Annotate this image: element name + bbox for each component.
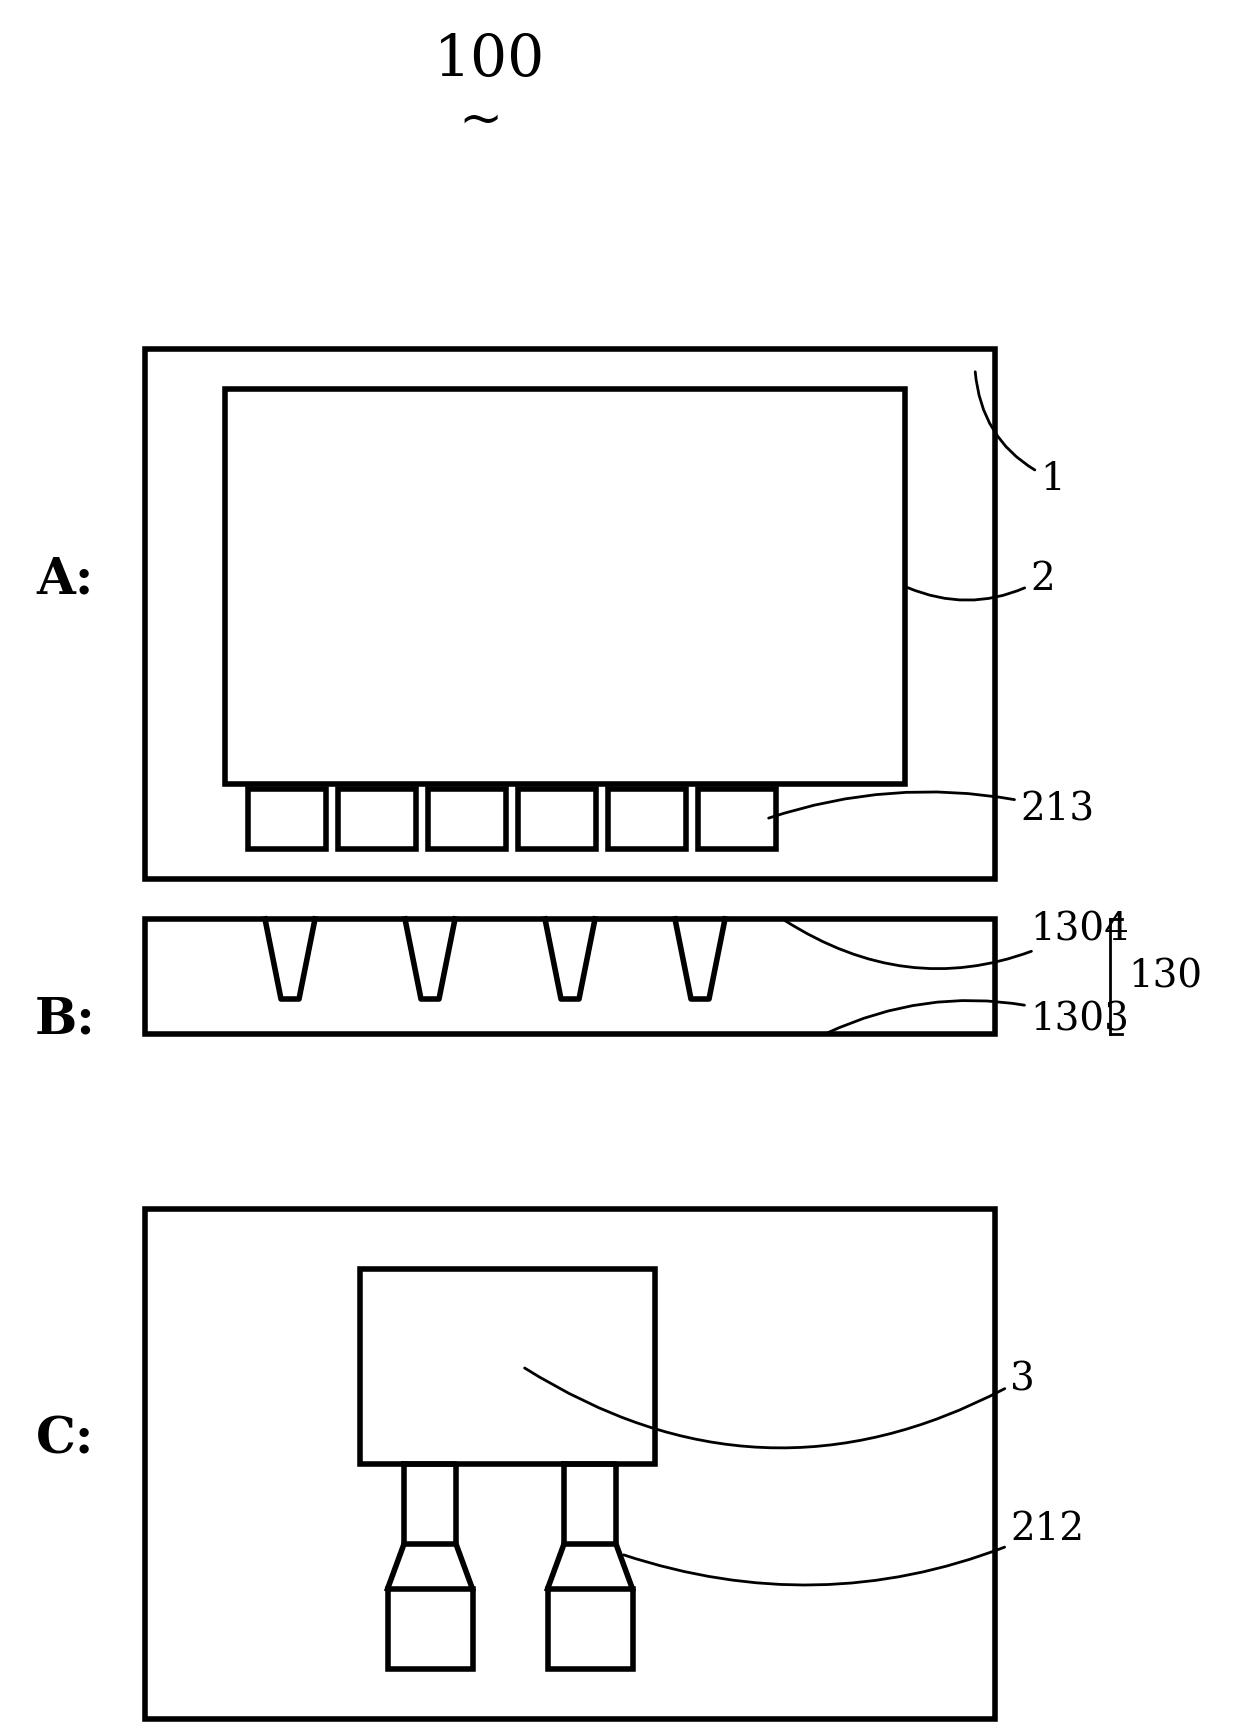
Text: A:: A: xyxy=(36,555,94,604)
Bar xyxy=(224,389,905,784)
Text: 1: 1 xyxy=(975,372,1065,498)
Bar xyxy=(248,789,326,849)
Text: 1304: 1304 xyxy=(785,912,1128,969)
Text: 2: 2 xyxy=(908,561,1055,600)
Text: B:: B: xyxy=(35,995,95,1043)
Text: 213: 213 xyxy=(769,791,1094,829)
Bar xyxy=(428,789,506,849)
Text: 212: 212 xyxy=(624,1510,1084,1585)
Bar xyxy=(145,349,994,879)
Bar xyxy=(548,1590,632,1669)
Bar xyxy=(698,789,776,849)
Text: 130: 130 xyxy=(1128,958,1202,995)
Text: 100: 100 xyxy=(434,31,546,88)
Bar xyxy=(388,1590,472,1669)
Text: ~: ~ xyxy=(458,95,502,145)
Bar xyxy=(360,1270,655,1464)
Text: 3: 3 xyxy=(525,1362,1034,1448)
Text: C:: C: xyxy=(36,1415,94,1464)
Bar xyxy=(608,789,686,849)
Text: 1303: 1303 xyxy=(827,1002,1128,1038)
Bar xyxy=(339,789,415,849)
Bar xyxy=(518,789,596,849)
Bar xyxy=(145,1209,994,1720)
Bar xyxy=(145,919,994,1035)
